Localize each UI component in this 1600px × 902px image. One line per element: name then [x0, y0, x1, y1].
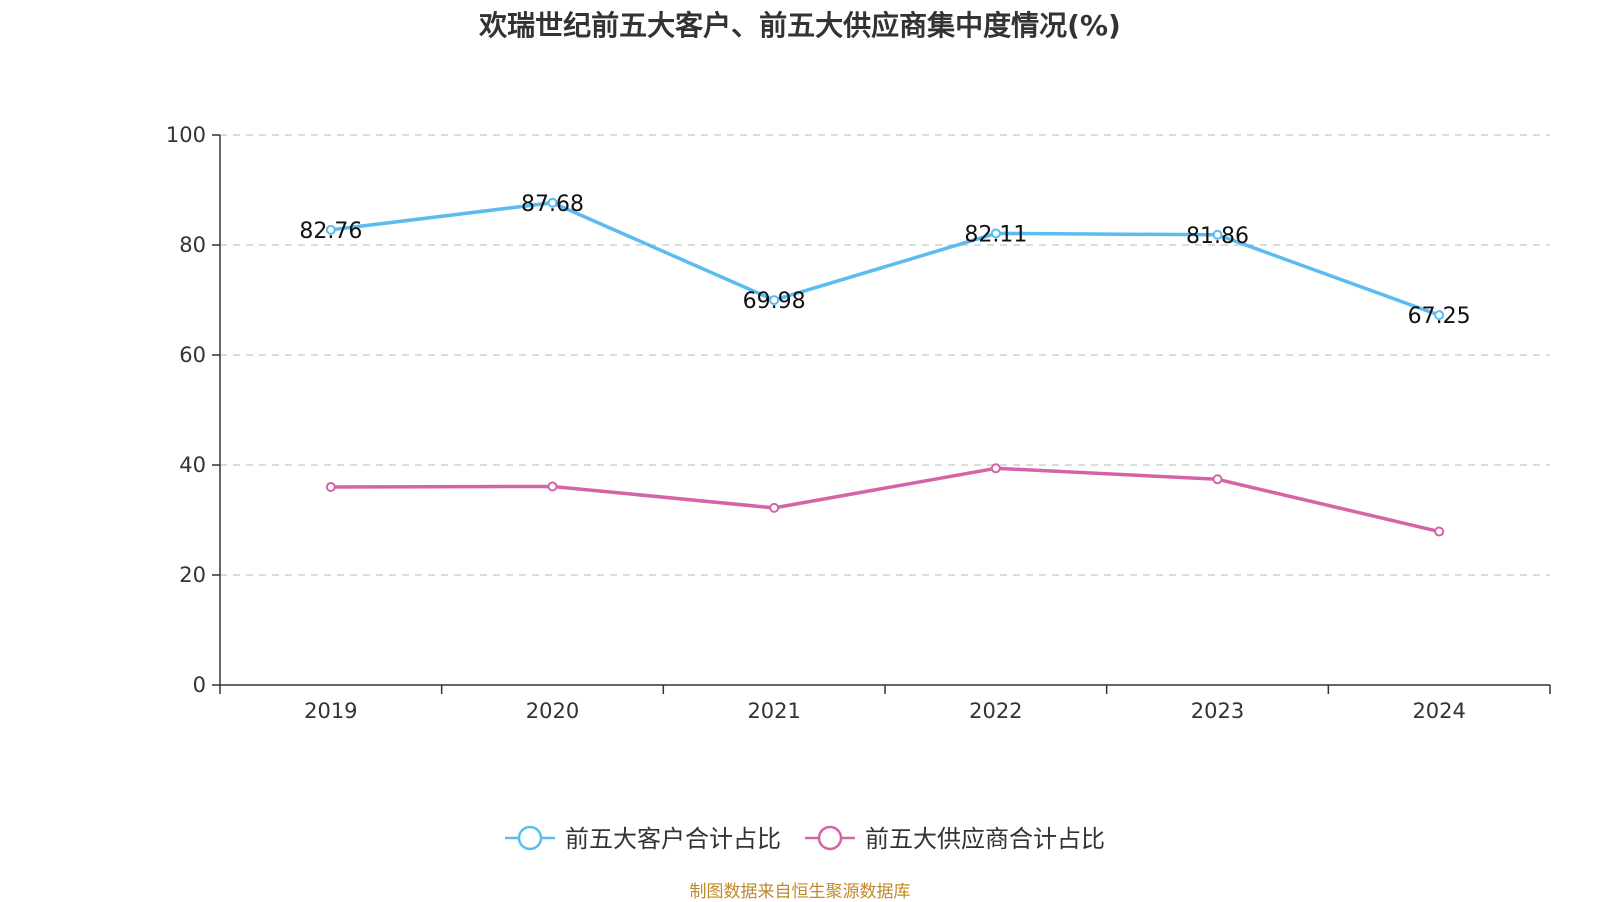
series-line-1 — [330, 201, 1440, 317]
x-tick-label: 2023 — [1191, 699, 1244, 723]
legend[interactable]: 前五大客户合计占比 前五大供应商合计占比 — [505, 825, 1105, 853]
data-labels: 82.76 87.68 69.98 82.11 81.86 67.25 — [299, 192, 1470, 329]
y-tick-label: 0 — [193, 673, 206, 697]
data-label: 69.98 — [743, 289, 806, 314]
data-label: 87.68 — [521, 192, 584, 217]
legend-marker — [517, 825, 543, 851]
grid-lines — [220, 134, 1550, 576]
data-point[interactable] — [547, 197, 558, 208]
data-point[interactable] — [1434, 310, 1445, 321]
data-point[interactable] — [769, 502, 780, 513]
x-tick-label: 2021 — [747, 699, 800, 723]
data-point[interactable] — [325, 482, 336, 492]
x-tick-label: 2022 — [969, 699, 1022, 723]
series-lines — [325, 197, 1445, 537]
data-point[interactable] — [1434, 526, 1445, 537]
data-point[interactable] — [990, 463, 1001, 474]
legend-item-2[interactable]: 前五大供应商合计占比 — [805, 825, 1105, 853]
data-point[interactable] — [547, 481, 558, 492]
data-point[interactable] — [1212, 474, 1223, 485]
legend-label: 前五大供应商合计占比 — [865, 825, 1105, 853]
data-point[interactable] — [325, 224, 336, 235]
chart-title: 欢瑞世纪前五大客户、前五大供应商集中度情况(%) — [479, 9, 1121, 42]
x-tick-label: 2020 — [526, 699, 579, 723]
series-line-2 — [330, 466, 1440, 534]
data-label: 81.86 — [1186, 224, 1249, 249]
legend-label: 前五大客户合计占比 — [565, 825, 781, 853]
data-point[interactable] — [990, 228, 1001, 239]
data-label: 82.76 — [299, 219, 362, 244]
legend-marker — [817, 825, 843, 851]
x-tick-label: 2019 — [304, 699, 357, 723]
legend-item-1[interactable]: 前五大客户合计占比 — [505, 825, 781, 853]
data-point[interactable] — [769, 295, 780, 306]
axes: 0 20 40 60 80 100 2019 2020 2021 2022 2023 2024 — [166, 123, 1551, 723]
data-point[interactable] — [1212, 229, 1223, 240]
x-tick-label: 2024 — [1412, 699, 1465, 723]
y-tick-label: 80 — [179, 233, 206, 257]
data-label: 67.25 — [1408, 304, 1471, 329]
y-tick-label: 40 — [179, 453, 206, 477]
y-tick-label: 100 — [166, 123, 206, 147]
y-tick-label: 20 — [179, 563, 206, 587]
data-label: 82.11 — [964, 222, 1027, 247]
y-tick-label: 60 — [179, 343, 206, 367]
source-note: 制图数据来自恒生聚源数据库 — [689, 882, 911, 902]
